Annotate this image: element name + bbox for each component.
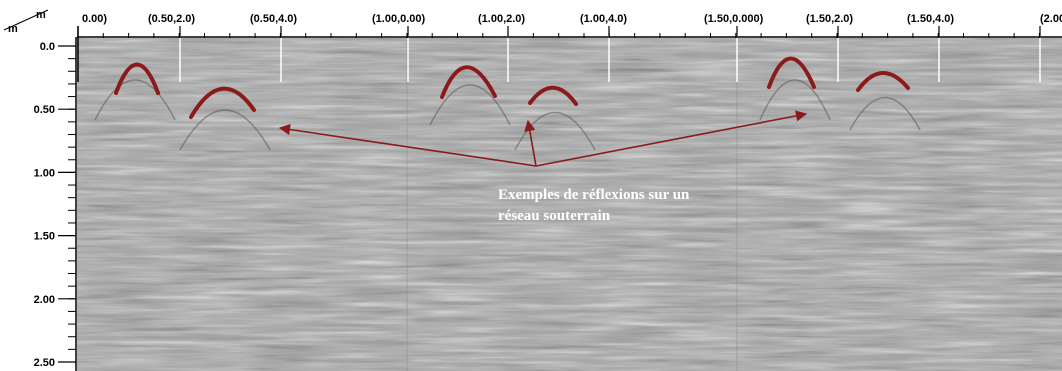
hyperbola-marker (114, 62, 160, 95)
left-axis: 0.0 0.50 1.00 1.50 2.00 2.50 (34, 37, 77, 371)
y-tick-label: 0.50 (34, 104, 55, 116)
y-tick-label: 1.50 (34, 231, 55, 243)
x-tick-label: (1.50,4.0) (907, 13, 954, 25)
x-tick-label: (1.00,0.00) (372, 13, 426, 25)
annotation-line-1: Exemples de réflexions sur un (498, 187, 690, 203)
x-tick-label: (1.50,0.000) (704, 13, 764, 25)
y-tick-label: 1.00 (34, 167, 55, 179)
x-tick-label: 0.00) (82, 13, 107, 25)
hyperbola-marker (189, 86, 256, 119)
x-tick-label: (1.50,2.0) (806, 13, 853, 25)
annotation-arrow (524, 119, 537, 167)
horizontal-unit: m (36, 9, 46, 21)
unit-corner: m m (3, 9, 49, 35)
vertical-unit: m (8, 23, 18, 35)
hyperbola-marker (856, 71, 910, 92)
y-tick-label: 0.0 (40, 41, 55, 53)
annotation-arrows (278, 110, 808, 167)
x-tick-label: (1.00,4.0) (580, 13, 627, 25)
y-tick-label: 2.50 (34, 357, 55, 369)
x-tick-label: (1.00,2.0) (478, 13, 525, 25)
top-axis: 0.00) (0.50,2.0) (0.50,4.0) (1.00,0.00) (1.0… (77, 13, 1062, 82)
annotation: Exemples de réflexions sur un réseau sou… (498, 187, 690, 224)
annotation-arrow (535, 110, 808, 167)
hyperbola-marker (440, 65, 497, 99)
y-tick-label: 2.00 (34, 294, 55, 306)
x-tick-label: (0.50,4.0) (250, 13, 297, 25)
annotation-line-2: réseau souterrain (498, 208, 611, 224)
hyperbola-marker (528, 85, 578, 106)
x-tick-label: (2.00 (1040, 13, 1062, 25)
x-tick-label: (0.50,2.0) (148, 13, 195, 25)
annotation-arrow (278, 123, 537, 167)
hyperbola-marker (767, 56, 816, 89)
hyperbola-markers (114, 56, 910, 119)
